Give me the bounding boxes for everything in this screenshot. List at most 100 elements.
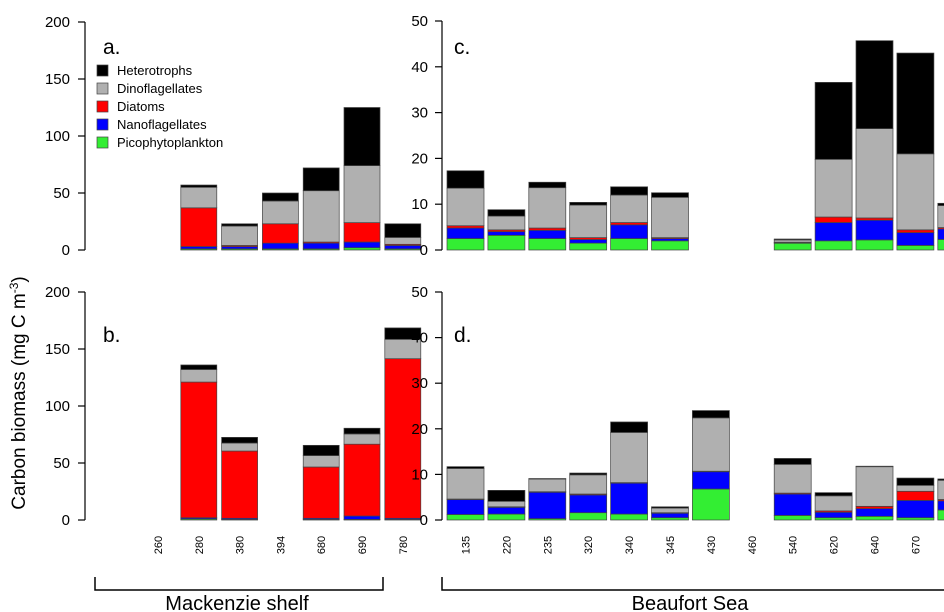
bar-segment-heterotrophs bbox=[896, 52, 935, 155]
bar-segment-dinoflagellates bbox=[569, 204, 608, 238]
bar-segment-diatoms bbox=[180, 207, 218, 247]
panel-letter: d. bbox=[454, 324, 472, 347]
bar-segment-nanoflagellates bbox=[569, 494, 608, 514]
bar-segment-dinoflagellates bbox=[814, 495, 853, 512]
bar-segment-picophytoplankton bbox=[773, 242, 812, 251]
y-axis-label: Carbon biomass (mg C m-3) bbox=[7, 276, 30, 509]
bar-segment-heterotrophs bbox=[610, 186, 648, 196]
bar-segment-dinoflagellates bbox=[487, 215, 526, 231]
y-tick-label: 50 bbox=[53, 185, 70, 202]
x-tick-label: 640 bbox=[870, 536, 882, 554]
bar-segment-picophytoplankton bbox=[487, 513, 526, 521]
bar-segment-heterotrophs bbox=[221, 437, 258, 444]
y-tick-label: 20 bbox=[411, 150, 428, 167]
bar-segment-picophytoplankton bbox=[487, 234, 526, 251]
bar-segment-nanoflagellates bbox=[446, 499, 485, 515]
bar-segment-diatoms bbox=[896, 229, 935, 233]
bar-segment-picophytoplankton bbox=[569, 242, 608, 251]
bar-segment-nanoflagellates bbox=[896, 232, 935, 246]
x-tick-label: 460 bbox=[747, 536, 759, 554]
x-tick-label: 235 bbox=[542, 536, 554, 554]
bar-segment-nanoflagellates bbox=[814, 511, 853, 519]
bar-segment-picophytoplankton bbox=[651, 240, 689, 251]
legend-label: Picophytoplankton bbox=[117, 135, 223, 150]
bar-segment-dinoflagellates bbox=[262, 200, 299, 225]
bar-segment-nanoflagellates bbox=[343, 515, 381, 520]
bar-segment-dinoflagellates bbox=[528, 187, 567, 229]
bar-segment-nanoflagellates bbox=[937, 228, 944, 240]
x-tick-label: 780 bbox=[398, 536, 410, 554]
bar-segment-dinoflagellates bbox=[855, 466, 894, 507]
bar-segment-heterotrophs bbox=[651, 192, 689, 198]
x-tick-label: 430 bbox=[706, 536, 718, 554]
bar-segment-picophytoplankton bbox=[855, 516, 894, 521]
bar-segment-heterotrophs bbox=[180, 364, 218, 370]
bar-segment-dinoflagellates bbox=[773, 464, 812, 494]
bar-segment-dinoflagellates bbox=[343, 165, 381, 223]
bar-segment-heterotrophs bbox=[487, 490, 526, 502]
y-tick-label: 20 bbox=[411, 421, 428, 438]
bar-segment-diatoms bbox=[221, 450, 258, 519]
bar-segment-heterotrophs bbox=[528, 181, 567, 189]
bar-segment-dinoflagellates bbox=[302, 455, 340, 468]
bar-segment-heterotrophs bbox=[610, 421, 648, 433]
bar-segment-heterotrophs bbox=[855, 40, 894, 129]
x-tick-label: 260 bbox=[153, 536, 165, 554]
bar-segment-dinoflagellates bbox=[896, 153, 935, 231]
legend-swatch bbox=[96, 118, 109, 131]
y-tick-label: 50 bbox=[411, 284, 428, 301]
bar-segment-nanoflagellates bbox=[487, 231, 526, 236]
bar-segment-dinoflagellates bbox=[446, 468, 485, 500]
x-tick-label: 135 bbox=[461, 536, 473, 554]
x-tick-label: 345 bbox=[665, 536, 677, 554]
bar-segment-heterotrophs bbox=[937, 202, 944, 206]
legend-swatch bbox=[96, 82, 109, 95]
bar-segment-dinoflagellates bbox=[651, 196, 689, 238]
bar-segment-picophytoplankton bbox=[569, 512, 608, 521]
bar-segment-dinoflagellates bbox=[814, 158, 853, 218]
legend-label: Heterotrophs bbox=[117, 63, 193, 78]
bar-segment-picophytoplankton bbox=[692, 488, 730, 521]
bar-segment-nanoflagellates bbox=[343, 241, 381, 249]
bar-segment-heterotrophs bbox=[692, 410, 730, 419]
bar-segment-diatoms bbox=[262, 223, 299, 244]
y-tick-label: 100 bbox=[45, 128, 70, 145]
bar-segment-heterotrophs bbox=[569, 472, 608, 476]
bar-segment-dinoflagellates bbox=[610, 432, 648, 483]
bar-segment-heterotrophs bbox=[302, 444, 340, 456]
bar-segment-heterotrophs bbox=[487, 209, 526, 217]
bar-segment-dinoflagellates bbox=[343, 433, 381, 445]
bar-segment-heterotrophs bbox=[302, 167, 340, 192]
bar-segment-picophytoplankton bbox=[446, 514, 485, 521]
bar-segment-heterotrophs bbox=[814, 492, 853, 497]
bar-segment-nanoflagellates bbox=[262, 242, 299, 250]
bar-segment-dinoflagellates bbox=[221, 442, 258, 452]
bar-segment-picophytoplankton bbox=[528, 238, 567, 251]
bar-segment-heterotrophs bbox=[814, 82, 853, 160]
bar-segment-heterotrophs bbox=[180, 184, 218, 188]
y-tick-label: 50 bbox=[411, 13, 428, 30]
y-tick-label: 0 bbox=[62, 242, 70, 259]
y-tick-label: 200 bbox=[45, 14, 70, 31]
bar-segment-dinoflagellates bbox=[221, 225, 258, 246]
y-tick-label: 10 bbox=[411, 196, 428, 213]
bar-segment-picophytoplankton bbox=[446, 238, 485, 251]
bar-segment-heterotrophs bbox=[651, 506, 689, 509]
y-tick-label: 30 bbox=[411, 375, 428, 392]
bar-segment-heterotrophs bbox=[384, 327, 422, 340]
legend-swatch bbox=[96, 136, 109, 149]
bar-segment-nanoflagellates bbox=[855, 219, 894, 241]
bar-segment-heterotrophs bbox=[221, 223, 258, 227]
bar-segment-diatoms bbox=[384, 358, 422, 519]
legend-swatch bbox=[96, 64, 109, 77]
x-tick-label: 690 bbox=[357, 536, 369, 554]
bar-segment-diatoms bbox=[937, 227, 944, 230]
bar-segment-nanoflagellates bbox=[528, 229, 567, 239]
bar-segment-dinoflagellates bbox=[528, 478, 567, 493]
y-tick-label: 150 bbox=[45, 71, 70, 88]
legend-label: Diatoms bbox=[117, 99, 165, 114]
bar-segment-dinoflagellates bbox=[302, 190, 340, 243]
bar-segment-nanoflagellates bbox=[487, 506, 526, 515]
bar-segment-nanoflagellates bbox=[692, 471, 730, 490]
